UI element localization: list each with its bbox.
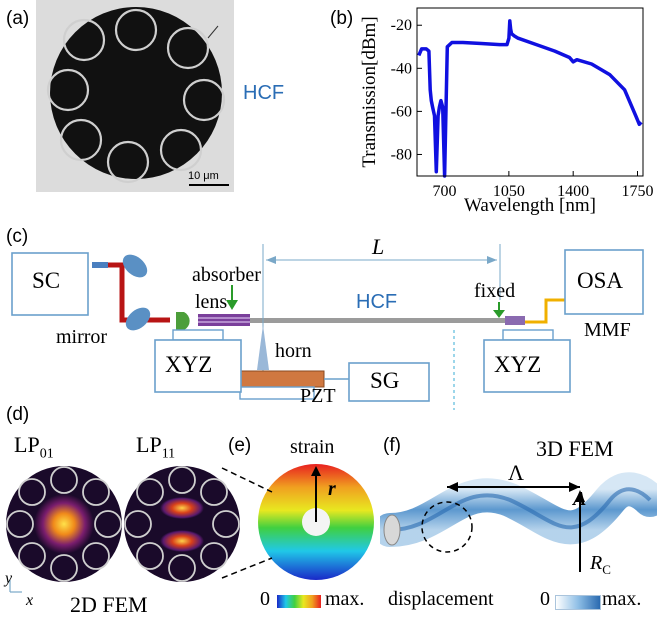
y-tick-label: -60 (391, 103, 412, 120)
displacement-colorbar (555, 595, 601, 610)
y-tick-label: -80 (391, 146, 412, 163)
disp-scale-max: max. (602, 588, 642, 610)
hcf-micrograph (36, 0, 234, 192)
transmission-trace (417, 19, 643, 178)
strain-label: strain (290, 436, 335, 458)
hcf-label: HCF (243, 82, 285, 104)
strain-scale-min: 0 (260, 588, 270, 610)
x-tick-label: 1400 (557, 183, 589, 200)
lens-label: lens (195, 291, 228, 313)
fem2d-label: 2D FEM (70, 592, 148, 617)
sg-label: SG (370, 368, 400, 393)
radius-label: r (328, 478, 336, 500)
disp-scale-min: 0 (540, 588, 550, 610)
panel-c-label: (c) (6, 226, 29, 247)
chart-x-axis-label: Wavelength [nm] (464, 195, 596, 216)
panel-a-label: (a) (6, 8, 30, 29)
panel-d-label: (d) (6, 404, 30, 425)
panel-e-label: (e) (228, 435, 252, 456)
horn-label: horn (275, 340, 312, 362)
absorber-label: absorber (192, 264, 261, 286)
x-tick-label: 1050 (493, 183, 525, 200)
pzt-label: PZT (300, 385, 336, 407)
y-tick-label: -40 (391, 60, 412, 77)
x-tick-label: 1750 (621, 183, 653, 200)
scalebar-label: 10 μm (188, 170, 219, 182)
panel-f-label: (f) (383, 435, 401, 456)
fixed-label: fixed (474, 280, 516, 302)
axis-y-label: y (5, 570, 13, 587)
xyz-right-label: XYZ (494, 352, 542, 377)
x-tick-label: 700 (433, 183, 457, 200)
length-label: L (372, 234, 385, 259)
mmf-label: MMF (584, 319, 631, 341)
mirror-label: mirror (56, 326, 108, 348)
hcf-setup-label: HCF (356, 291, 398, 313)
fem3d-fiber (380, 472, 657, 572)
fem3d-label: 3D FEM (536, 436, 614, 461)
xyz-left-label: XYZ (165, 352, 213, 377)
transmission-chart: 700 1050 1400 1750 -20 -40 -60 -80 Wavelength [… (359, 7, 653, 216)
mode-lp01-label: LP01 (14, 432, 54, 462)
period-label: Λ (508, 460, 524, 485)
chart-y-axis-label: Transmission[dBm] (359, 16, 380, 167)
axis-x-label: x (26, 592, 34, 609)
mode-profiles (6, 464, 374, 593)
mode-lp11-label: LP11 (136, 432, 176, 462)
strain-colorbar (277, 595, 321, 608)
sc-label: SC (32, 268, 61, 293)
displacement-label: displacement (388, 588, 494, 610)
y-tick-label: -20 (391, 17, 412, 34)
osa-label: OSA (577, 268, 624, 293)
panel-b-label: (b) (330, 8, 354, 29)
strain-scale-max: max. (325, 588, 365, 610)
setup-schematic (11, 244, 644, 410)
bend-radius-label: RC (590, 552, 611, 577)
amplitude-label: A (573, 488, 587, 510)
